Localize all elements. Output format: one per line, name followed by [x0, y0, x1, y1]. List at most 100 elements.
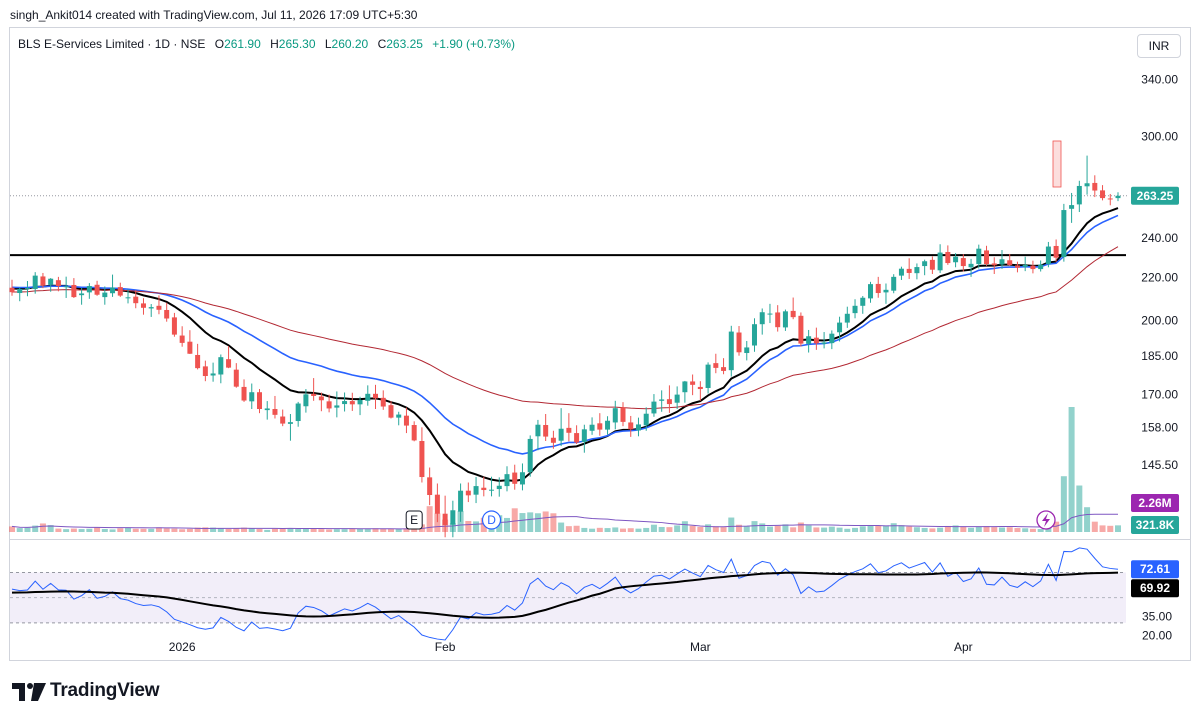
candle[interactable] [1084, 155, 1090, 195]
candle[interactable] [125, 288, 131, 304]
candle[interactable] [342, 392, 348, 412]
candle[interactable] [79, 287, 85, 305]
candle[interactable] [806, 329, 812, 353]
candle[interactable] [233, 363, 239, 388]
candle[interactable] [589, 417, 595, 435]
candle[interactable] [736, 326, 742, 356]
candle[interactable] [63, 276, 69, 298]
candle[interactable] [489, 476, 495, 497]
candle[interactable] [991, 257, 997, 274]
candle[interactable] [821, 332, 827, 349]
candle[interactable] [976, 244, 982, 269]
candle[interactable] [442, 495, 448, 538]
candle[interactable] [102, 286, 108, 305]
candle[interactable] [945, 245, 951, 265]
candle[interactable] [55, 276, 61, 292]
candle[interactable] [86, 283, 92, 299]
candle[interactable] [512, 464, 518, 490]
candle[interactable] [202, 360, 208, 382]
symbol-title[interactable]: BLS E-Services Limited · 1D · NSE [18, 37, 206, 51]
candle[interactable] [171, 312, 177, 337]
candle[interactable] [906, 258, 912, 279]
candle[interactable] [334, 391, 340, 418]
candle[interactable] [875, 276, 881, 298]
candle[interactable] [148, 304, 154, 317]
candle[interactable] [388, 401, 394, 419]
candle[interactable] [411, 421, 417, 442]
candle[interactable] [156, 295, 162, 315]
candle[interactable] [249, 383, 255, 410]
candle[interactable] [287, 413, 293, 441]
candle[interactable] [318, 392, 324, 412]
candle[interactable] [1053, 239, 1059, 262]
candle[interactable] [968, 258, 974, 277]
candle[interactable] [1076, 180, 1082, 213]
candle[interactable] [1007, 253, 1013, 266]
lightning-icon[interactable] [1036, 510, 1056, 530]
candle[interactable] [24, 281, 30, 297]
candle[interactable] [1092, 175, 1098, 198]
candle[interactable] [1115, 192, 1121, 202]
candle[interactable] [1107, 193, 1113, 206]
candle[interactable] [504, 466, 510, 492]
candle[interactable] [744, 340, 750, 361]
candle[interactable] [922, 259, 928, 276]
candle[interactable] [682, 380, 688, 403]
candle[interactable] [767, 303, 773, 324]
candle[interactable] [1061, 203, 1067, 262]
candle[interactable] [953, 253, 959, 268]
candle[interactable] [1038, 260, 1044, 272]
candle[interactable] [403, 407, 409, 434]
candle[interactable] [434, 483, 440, 523]
candle[interactable] [566, 413, 572, 442]
candle[interactable] [187, 330, 193, 354]
candle[interactable] [1022, 256, 1028, 272]
candle[interactable] [635, 417, 641, 437]
candle[interactable] [535, 419, 541, 451]
candle[interactable] [71, 278, 77, 298]
candle[interactable] [844, 306, 850, 328]
candle[interactable] [481, 476, 487, 497]
candle[interactable] [94, 280, 100, 296]
candle[interactable] [697, 381, 703, 401]
candle[interactable] [349, 392, 355, 411]
candle[interactable] [48, 278, 54, 292]
candle[interactable] [473, 477, 479, 504]
candle[interactable] [929, 256, 935, 274]
candle[interactable] [659, 390, 665, 412]
candle[interactable] [357, 396, 363, 416]
dividend-marker[interactable]: D [481, 510, 502, 530]
candle[interactable] [813, 327, 819, 350]
candle[interactable] [280, 409, 286, 427]
candle[interactable] [241, 379, 247, 402]
candle[interactable] [759, 308, 765, 335]
candle[interactable] [790, 297, 796, 320]
candle[interactable] [295, 401, 301, 427]
candle[interactable] [264, 401, 270, 420]
candle[interactable] [937, 244, 943, 273]
currency-button[interactable]: INR [1137, 34, 1181, 58]
candle[interactable] [775, 305, 781, 332]
candle[interactable] [427, 467, 433, 506]
candle[interactable] [721, 358, 727, 375]
candle[interactable] [550, 430, 556, 449]
candle[interactable] [574, 425, 580, 444]
candle[interactable] [751, 318, 757, 352]
candle[interactable] [133, 290, 139, 309]
candle[interactable] [883, 283, 889, 304]
candle[interactable] [1069, 192, 1075, 223]
candle[interactable] [17, 287, 23, 302]
earnings-marker[interactable]: E [405, 510, 423, 530]
candle[interactable] [419, 427, 425, 483]
candle[interactable] [311, 378, 317, 401]
candle[interactable] [365, 385, 371, 406]
candle[interactable] [496, 477, 502, 497]
candle[interactable] [179, 326, 185, 347]
candle[interactable] [450, 500, 456, 538]
candle[interactable] [210, 362, 216, 382]
candle[interactable] [597, 413, 603, 436]
candle[interactable] [713, 353, 719, 374]
candle[interactable] [643, 407, 649, 431]
candle[interactable] [960, 254, 966, 272]
candle[interactable] [728, 325, 734, 377]
